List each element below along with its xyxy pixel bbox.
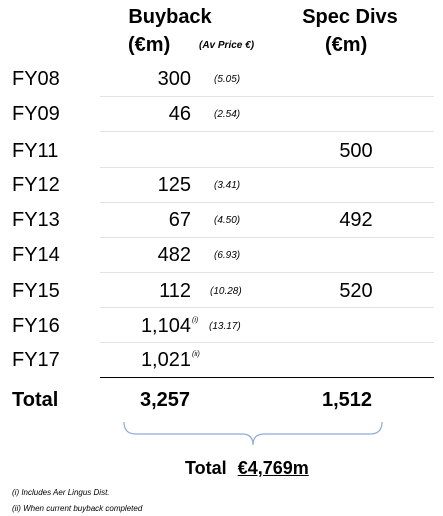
row-year: FY15 — [12, 280, 60, 302]
spec-divs-unit: (€m) — [325, 34, 368, 56]
total-divider — [100, 377, 434, 378]
row-divider — [100, 131, 434, 132]
row-spec-div: 492 — [339, 209, 373, 231]
row-buyback: 482 — [157, 244, 191, 266]
row-buyback: 112 — [159, 280, 191, 302]
row-buyback: 300 — [157, 68, 191, 90]
row-year: FY16 — [12, 315, 60, 337]
row-year: FY13 — [12, 209, 60, 231]
row-avg-price: (6.93) — [214, 250, 241, 261]
row-avg-price: (10.28) — [210, 286, 242, 297]
row-buyback: 1,021 — [140, 349, 191, 371]
row-divider — [100, 237, 434, 238]
row-divider — [100, 202, 434, 203]
row-spec-div: 500 — [339, 140, 373, 162]
row-divider — [100, 167, 434, 168]
row-spec-div: 520 — [339, 280, 373, 302]
row-divider — [100, 307, 434, 308]
row-year: FY09 — [12, 103, 60, 125]
row-avg-price: (4.50) — [214, 215, 241, 226]
row-year: FY11 — [12, 140, 59, 162]
spec-divs-header: Spec Divs — [302, 6, 398, 28]
row-avg-price: (2.54) — [214, 109, 241, 120]
buyback-header: Buyback — [128, 6, 212, 28]
grand-total-label: Total — [185, 458, 227, 478]
grand-total-value: €4,769m — [237, 458, 309, 478]
row-avg-price: (13.17) — [209, 321, 241, 332]
row-year: FY14 — [12, 244, 60, 266]
row-buyback: 67 — [168, 209, 191, 231]
row-footnote-ref: (i) — [192, 317, 199, 324]
total-label: Total — [12, 389, 59, 411]
avg-price-header: (Av Price €) — [199, 40, 255, 51]
row-divider — [100, 272, 434, 273]
footnote: (i) Includes Aer Lingus Dist. — [12, 488, 110, 497]
buyback-unit: (€m) — [128, 34, 171, 56]
row-avg-price: (5.05) — [214, 74, 241, 85]
row-divider — [100, 342, 434, 343]
total-spec-divs: 1,512 — [321, 389, 373, 411]
row-buyback: 125 — [157, 174, 191, 196]
row-divider — [100, 96, 434, 97]
curly-brace-icon — [123, 421, 383, 446]
footnote: (ii) When current buyback completed — [12, 504, 143, 513]
row-buyback: 46 — [168, 103, 191, 125]
total-buyback: 3,257 — [139, 389, 191, 411]
row-year: FY12 — [12, 174, 60, 196]
row-footnote-ref: (ii) — [192, 351, 200, 358]
row-avg-price: (3.41) — [214, 180, 241, 191]
row-year: FY17 — [12, 349, 60, 371]
grand-total: Total €4,769m — [185, 458, 309, 479]
row-year: FY08 — [12, 68, 60, 90]
row-buyback: 1,104 — [140, 315, 191, 337]
